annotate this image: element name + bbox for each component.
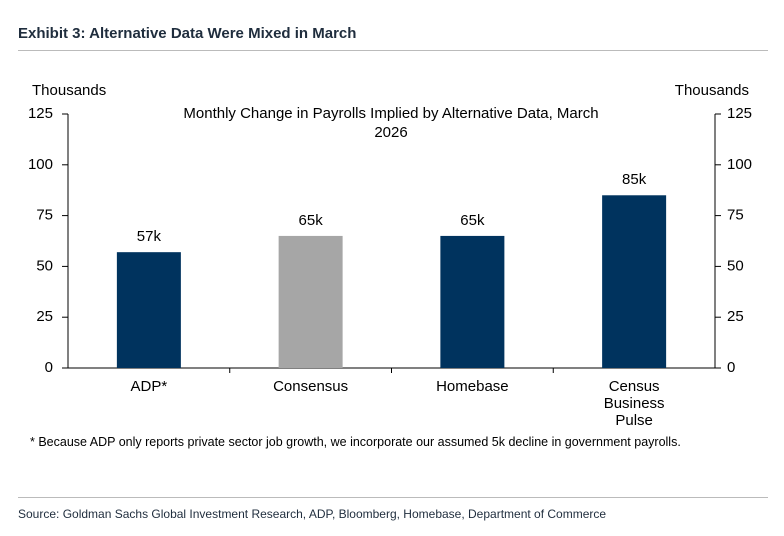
y-tick-label: 100 [28, 156, 53, 173]
value-label: 65k [460, 212, 485, 229]
value-label: 65k [299, 212, 324, 229]
bar [440, 235, 505, 368]
x-tick-label: Census Business Pulse [603, 378, 665, 429]
exhibit-title: Exhibit 3: Alternative Data Were Mixed i… [18, 25, 357, 42]
value-label: 57k [137, 228, 162, 245]
y-tick-label: 75 [36, 207, 53, 224]
chart: Thousands Thousands 0 25 50 75 100 125 0 25 50 75… [28, 82, 752, 376]
value-label: 85k [622, 171, 647, 188]
bar [602, 195, 667, 368]
rule [18, 497, 768, 498]
y-tick-label: 50 [36, 257, 53, 274]
y-axis-label: Thousands [32, 82, 106, 99]
bar [116, 252, 181, 368]
source: Source: Goldman Sachs Global Investment … [18, 507, 607, 521]
y-tick-label: 125 [28, 105, 53, 122]
y2-tick-label: 100 [727, 156, 752, 173]
y2-tick-label: 50 [727, 257, 744, 274]
y2-tick-label: 125 [727, 105, 752, 122]
rule [18, 50, 768, 51]
y2-tick-label: 25 [727, 308, 744, 325]
x-tick-label: Homebase [436, 378, 509, 395]
x-tick-label: ADP* [130, 378, 168, 395]
y-tick-label: 25 [36, 308, 53, 325]
y-tick-label: 0 [45, 359, 53, 376]
bar [278, 235, 343, 368]
footnote: * Because ADP only reports private secto… [30, 435, 681, 449]
y2-axis-label: Thousands [675, 82, 749, 99]
chart-title: Monthly Change in Payrolls Implied by Al… [183, 105, 599, 141]
x-tick-label: Consensus [273, 378, 349, 395]
y2-tick-label: 0 [727, 359, 735, 376]
y2-tick-label: 75 [727, 207, 744, 224]
